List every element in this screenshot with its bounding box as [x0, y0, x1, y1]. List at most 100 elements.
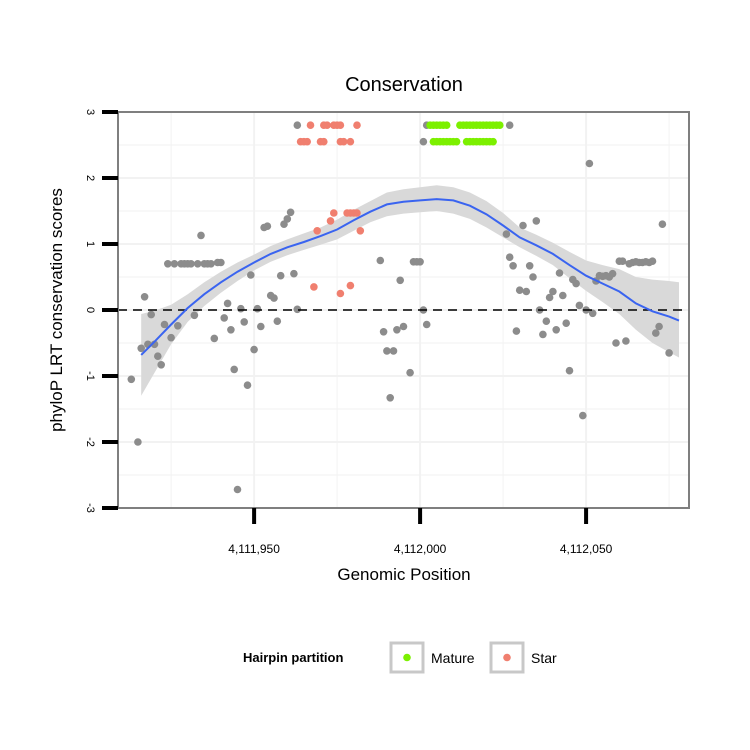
point-other — [217, 258, 225, 267]
x-tick-label: 4,111,950 — [228, 542, 280, 556]
legend-item-mature: Mature — [389, 641, 475, 674]
point-other — [652, 329, 660, 337]
point-other — [588, 309, 597, 318]
point-other — [207, 260, 215, 268]
point-other — [140, 293, 149, 301]
point-other — [127, 375, 136, 384]
point-other — [618, 257, 627, 266]
legend-swatch-mature — [403, 653, 411, 662]
legend: Hairpin partition Mature Star — [243, 641, 557, 674]
point-other — [559, 291, 567, 300]
point-star — [346, 137, 355, 146]
point-other — [379, 328, 388, 336]
point-other — [572, 279, 580, 288]
point-other — [160, 320, 169, 329]
point-other — [393, 326, 401, 334]
point-star — [353, 121, 361, 129]
point-other — [529, 273, 537, 281]
point-other — [253, 304, 262, 313]
point-star — [310, 283, 318, 291]
point-star — [356, 227, 365, 235]
point-other — [290, 269, 298, 278]
y-tick-label: -2 — [84, 437, 96, 447]
point-star — [346, 281, 355, 290]
point-other — [193, 260, 202, 268]
point-star — [306, 121, 315, 129]
point-other — [230, 365, 238, 374]
y-tick-label: -3 — [84, 503, 96, 513]
point-other — [509, 262, 517, 270]
point-star — [303, 137, 312, 146]
point-other — [532, 217, 541, 225]
chart-title: Conservation — [345, 74, 463, 96]
point-other — [545, 293, 554, 302]
point-other — [406, 368, 414, 377]
point-other — [585, 159, 594, 168]
point-other — [655, 322, 663, 331]
point-other — [658, 220, 667, 228]
point-other — [276, 271, 285, 280]
y-tick-label: 3 — [84, 109, 96, 115]
point-other — [240, 318, 248, 326]
point-other — [562, 319, 570, 328]
legend-item-star: Star — [489, 641, 557, 674]
point-other — [154, 352, 162, 361]
point-other — [386, 394, 395, 402]
x-tick-label: 4,112,000 — [394, 542, 447, 556]
point-other — [210, 334, 219, 343]
point-other — [612, 339, 620, 347]
legend-label-mature: Mature — [431, 650, 475, 666]
point-other — [383, 347, 391, 355]
point-star — [326, 217, 335, 225]
point-other — [157, 361, 165, 369]
point-other — [579, 411, 587, 420]
legend-swatch-star — [503, 653, 511, 662]
point-other — [137, 344, 145, 353]
point-other — [263, 222, 272, 230]
point-other — [555, 269, 564, 277]
point-other — [389, 347, 398, 355]
point-other — [190, 311, 199, 320]
point-other — [376, 256, 385, 265]
x-tick-label: 4,112,050 — [560, 542, 613, 556]
point-star — [353, 209, 361, 217]
point-star — [330, 209, 338, 217]
point-other — [197, 231, 205, 240]
point-other — [519, 221, 527, 230]
point-other — [167, 333, 175, 342]
point-other — [147, 310, 155, 319]
point-other — [223, 299, 232, 308]
point-other — [237, 304, 245, 313]
point-other — [515, 286, 524, 295]
point-other — [399, 322, 408, 331]
point-other — [293, 121, 302, 129]
point-other — [293, 305, 302, 314]
point-other — [552, 326, 560, 334]
point-other — [502, 230, 511, 238]
point-mature — [489, 137, 497, 146]
point-other — [575, 301, 584, 310]
point-other — [505, 121, 514, 129]
y-tick-label: -1 — [84, 371, 96, 381]
point-other — [134, 438, 142, 446]
point-star — [336, 289, 345, 298]
point-other — [286, 208, 295, 217]
point-other — [648, 257, 657, 266]
y-tick-label: 1 — [84, 241, 96, 247]
point-other — [512, 327, 521, 335]
point-other — [227, 326, 235, 334]
point-other — [174, 322, 182, 330]
point-other — [565, 366, 574, 375]
point-other — [419, 137, 428, 146]
legend-title: Hairpin partition — [243, 650, 343, 665]
point-other — [416, 258, 424, 266]
y-tick-label: 2 — [84, 175, 96, 181]
point-star — [339, 137, 348, 146]
point-other — [170, 260, 179, 268]
point-other — [187, 260, 195, 268]
point-star — [313, 227, 322, 235]
point-other — [622, 337, 630, 345]
legend-label-star: Star — [531, 650, 557, 666]
point-other — [233, 485, 242, 494]
